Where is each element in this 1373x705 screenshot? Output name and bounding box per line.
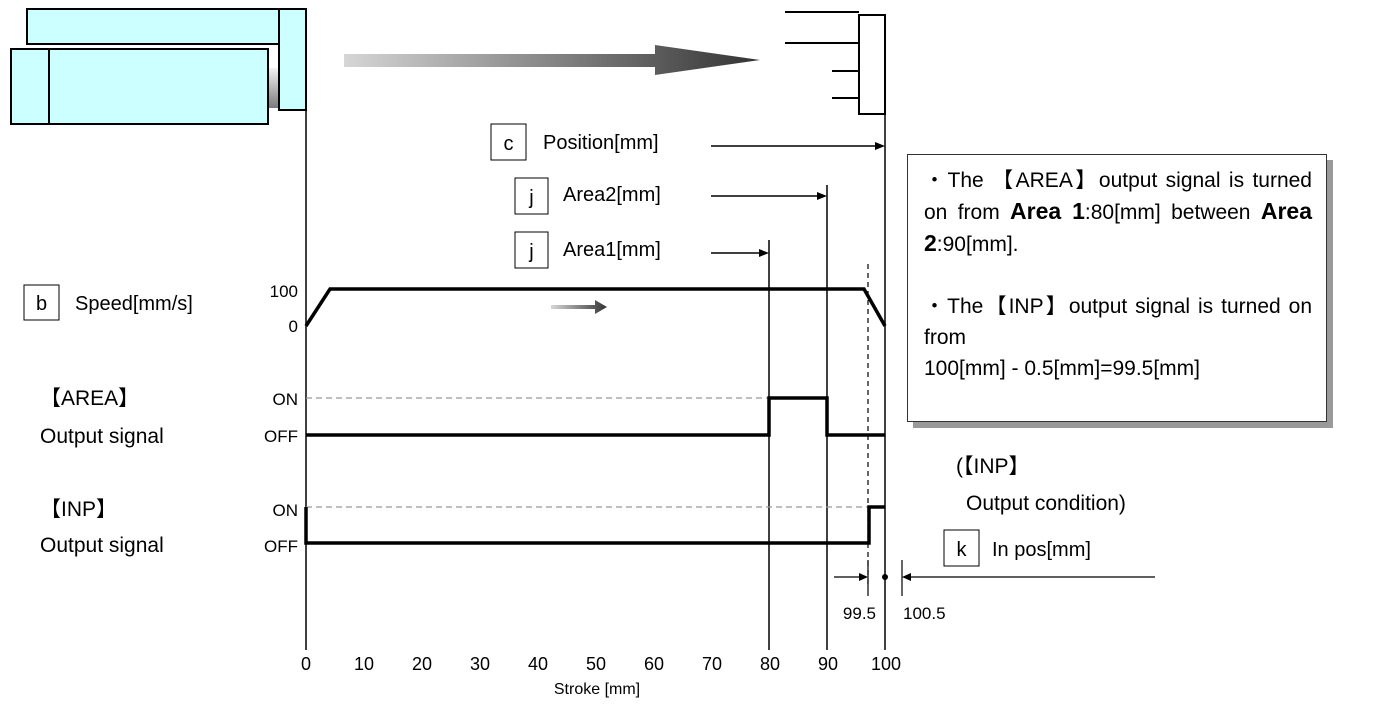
inp-signal-off: OFF [264, 537, 298, 556]
position-label: Position[mm] [543, 132, 659, 154]
param-letter-box [943, 529, 980, 567]
note-area2-value: :90 [936, 233, 966, 256]
motion-arrow [344, 45, 760, 75]
area-signal-off: OFF [264, 427, 298, 446]
inp-signal-caption: Output signal [40, 534, 164, 557]
note-area2-word: Area 2 [924, 198, 1312, 256]
area2-parameter: j Area2[mm] [514, 177, 827, 215]
in-pos-left-arrowhead [859, 573, 868, 581]
area-signal-name: 【AREA】 [40, 387, 139, 410]
axis-tick-label: 100 [871, 654, 901, 674]
actuator-illustration [10, 8, 307, 125]
param-letter-box [23, 284, 60, 321]
speed-parameter: b Speed[mm/s] [23, 284, 193, 321]
note-period: . [1012, 233, 1019, 256]
actuator-body [10, 48, 269, 125]
area-signal-waveform [306, 396, 885, 437]
explanation-note: ・The 【AREA】output signal is turned on fr… [907, 154, 1327, 422]
axis-tick-label: 50 [586, 654, 606, 674]
area1-parameter: j Area1[mm] [514, 231, 769, 269]
position-parameter: c Position[mm] [490, 123, 885, 161]
note-bullet-inp: ・The【INP】output signal is turned on from [924, 295, 1312, 349]
inp-signal-on: ON [273, 501, 299, 520]
axis-tick-label: 20 [412, 654, 432, 674]
actuator-table [278, 8, 307, 111]
param-letter: k [957, 539, 968, 561]
speed-level-top: 100 [270, 282, 298, 301]
param-letter-box [514, 177, 549, 215]
axis-title: Stroke [mm] [554, 681, 640, 698]
note-bullet-area: ・The 【AREA】output signal is turned on fr… [924, 165, 1312, 260]
stopper-illustration [785, 11, 886, 115]
axis-tick-label: 70 [702, 654, 722, 674]
axis-tick-label: 80 [760, 654, 780, 674]
inp-condition-line1: (【INP】 [956, 455, 1030, 478]
area2-arrowhead [817, 192, 827, 200]
param-letter-box [490, 123, 527, 161]
param-letter: j [528, 187, 533, 209]
actuator-slider-bar [26, 8, 280, 45]
speed-profile-line [304, 287, 887, 327]
param-letter: c [504, 133, 514, 155]
note-area1-word: Area 1 [1010, 198, 1085, 224]
note-bullet-area-text: ・The 【AREA】output signal is turned on fr… [924, 169, 1312, 224]
note-bullet-inp-formula: 100[mm] - 0.5[mm]=99.5[mm] [924, 357, 1200, 380]
param-letter: b [36, 293, 47, 315]
speed-label: Speed[mm/s] [75, 293, 193, 315]
param-letter-box [514, 231, 549, 269]
note-between: between [1160, 201, 1261, 224]
inp-condition-line2: Output condition) [966, 492, 1126, 515]
in-pos-high-value: 100.5 [903, 604, 946, 623]
area2-label: Area2[mm] [563, 184, 661, 206]
area1-arrowhead [759, 249, 769, 257]
note-unit: [mm] [966, 233, 1013, 256]
axis-tick-label: 40 [528, 654, 548, 674]
axis-tick-label: 0 [301, 654, 311, 674]
axis-tick-label: 60 [644, 654, 664, 674]
axis-tick-label: 90 [818, 654, 838, 674]
note-area1-value: :80 [1084, 201, 1115, 224]
speed-direction-arrow [551, 300, 607, 314]
in-pos-center-dot [882, 574, 888, 580]
in-pos-low-value: 99.5 [843, 604, 876, 623]
speed-level-bottom: 0 [289, 317, 298, 336]
note-spacer [924, 260, 1312, 291]
inp-signal-waveform [304, 505, 885, 545]
in-pos-right-arrowhead [902, 573, 911, 581]
position-arrowhead [875, 142, 885, 150]
stroke-axis: 0 10 20 30 40 50 60 70 80 90 100 Stroke … [301, 654, 901, 698]
axis-tick-label: 10 [354, 654, 374, 674]
in-pos-parameter: k In pos[mm] [943, 529, 1091, 567]
note-unit: [mm] [1114, 201, 1161, 224]
area-signal-on: ON [273, 390, 299, 409]
in-pos-label: In pos[mm] [992, 539, 1091, 561]
axis-tick-label: 30 [470, 654, 490, 674]
param-letter: j [528, 241, 533, 263]
inp-signal-name: 【INP】 [40, 498, 117, 521]
area-signal-caption: Output signal [40, 425, 164, 448]
stopper-block [858, 14, 886, 115]
area1-label: Area1[mm] [563, 239, 661, 261]
